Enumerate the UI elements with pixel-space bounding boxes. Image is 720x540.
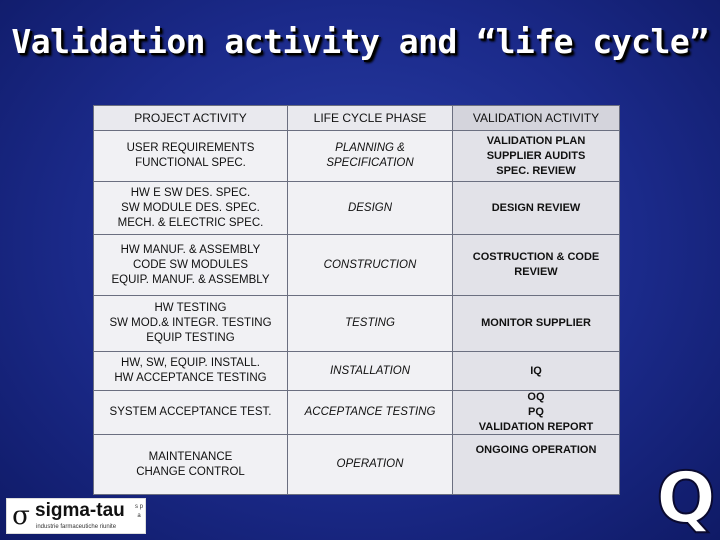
validation-activity-cell: OQ PQ VALIDATION REPORT — [453, 391, 620, 435]
project-activity-cell: MAINTENANCE CHANGE CONTROL — [93, 435, 288, 495]
logo-side-text: s p a — [135, 504, 144, 519]
validation-table: PROJECT ACTIVITY LIFE CYCLE PHASE VALIDA… — [93, 105, 620, 495]
table-row: MAINTENANCE CHANGE CONTROL OPERATION ONG… — [93, 435, 620, 495]
logo-name: sigma-tau — [35, 500, 125, 521]
life-cycle-phase-cell: ACCEPTANCE TESTING — [288, 391, 453, 435]
header-validation-activity: VALIDATION ACTIVITY — [453, 105, 620, 131]
validation-activity-cell: MONITOR SUPPLIER — [453, 296, 620, 352]
project-activity-cell: HW MANUF. & ASSEMBLY CODE SW MODULES EQU… — [93, 235, 288, 296]
validation-activity-cell: DESIGN REVIEW — [453, 182, 620, 235]
life-cycle-phase-cell: INSTALLATION — [288, 352, 453, 391]
sigma-tau-logo: σ sigma-tau industrie farmaceutiche riun… — [6, 498, 146, 534]
life-cycle-phase-cell: DESIGN — [288, 182, 453, 235]
project-activity-cell: USER REQUIREMENTS FUNCTIONAL SPEC. — [93, 131, 288, 182]
q-letter-icon: Q — [655, 457, 717, 539]
validation-activity-cell: ONGOING OPERATION — [453, 435, 620, 495]
table-row: HW, SW, EQUIP. INSTALL. HW ACCEPTANCE TE… — [93, 352, 620, 391]
validation-activity-cell: COSTRUCTION & CODE REVIEW — [453, 235, 620, 296]
validation-activity-cell: IQ — [453, 352, 620, 391]
table-row: USER REQUIREMENTS FUNCTIONAL SPEC. PLANN… — [93, 131, 620, 182]
table-row: HW MANUF. & ASSEMBLY CODE SW MODULES EQU… — [93, 235, 620, 296]
project-activity-cell: HW, SW, EQUIP. INSTALL. HW ACCEPTANCE TE… — [93, 352, 288, 391]
project-activity-cell: SYSTEM ACCEPTANCE TEST. — [93, 391, 288, 435]
table-row: SYSTEM ACCEPTANCE TEST. ACCEPTANCE TESTI… — [93, 391, 620, 435]
project-activity-cell: HW E SW DES. SPEC. SW MODULE DES. SPEC. … — [93, 182, 288, 235]
logo-subtitle: industrie farmaceutiche riunite — [36, 524, 117, 530]
validation-activity-cell: VALIDATION PLAN SUPPLIER AUDITS SPEC. RE… — [453, 131, 620, 182]
life-cycle-phase-cell: CONSTRUCTION — [288, 235, 453, 296]
table-row: HW TESTING SW MOD.& INTEGR. TESTING EQUI… — [93, 296, 620, 352]
project-activity-cell: HW TESTING SW MOD.& INTEGR. TESTING EQUI… — [93, 296, 288, 352]
life-cycle-phase-cell: TESTING — [288, 296, 453, 352]
life-cycle-phase-cell: PLANNING & SPECIFICATION — [288, 131, 453, 182]
slide-title: Validation activity and “life cycle” — [11, 22, 709, 61]
header-life-cycle-phase: LIFE CYCLE PHASE — [288, 105, 453, 131]
header-project-activity: PROJECT ACTIVITY — [93, 105, 288, 131]
sigma-logo-icon: σ — [12, 501, 30, 531]
life-cycle-phase-cell: OPERATION — [288, 435, 453, 495]
table-header-row: PROJECT ACTIVITY LIFE CYCLE PHASE VALIDA… — [93, 105, 620, 131]
table-row: HW E SW DES. SPEC. SW MODULE DES. SPEC. … — [93, 182, 620, 235]
